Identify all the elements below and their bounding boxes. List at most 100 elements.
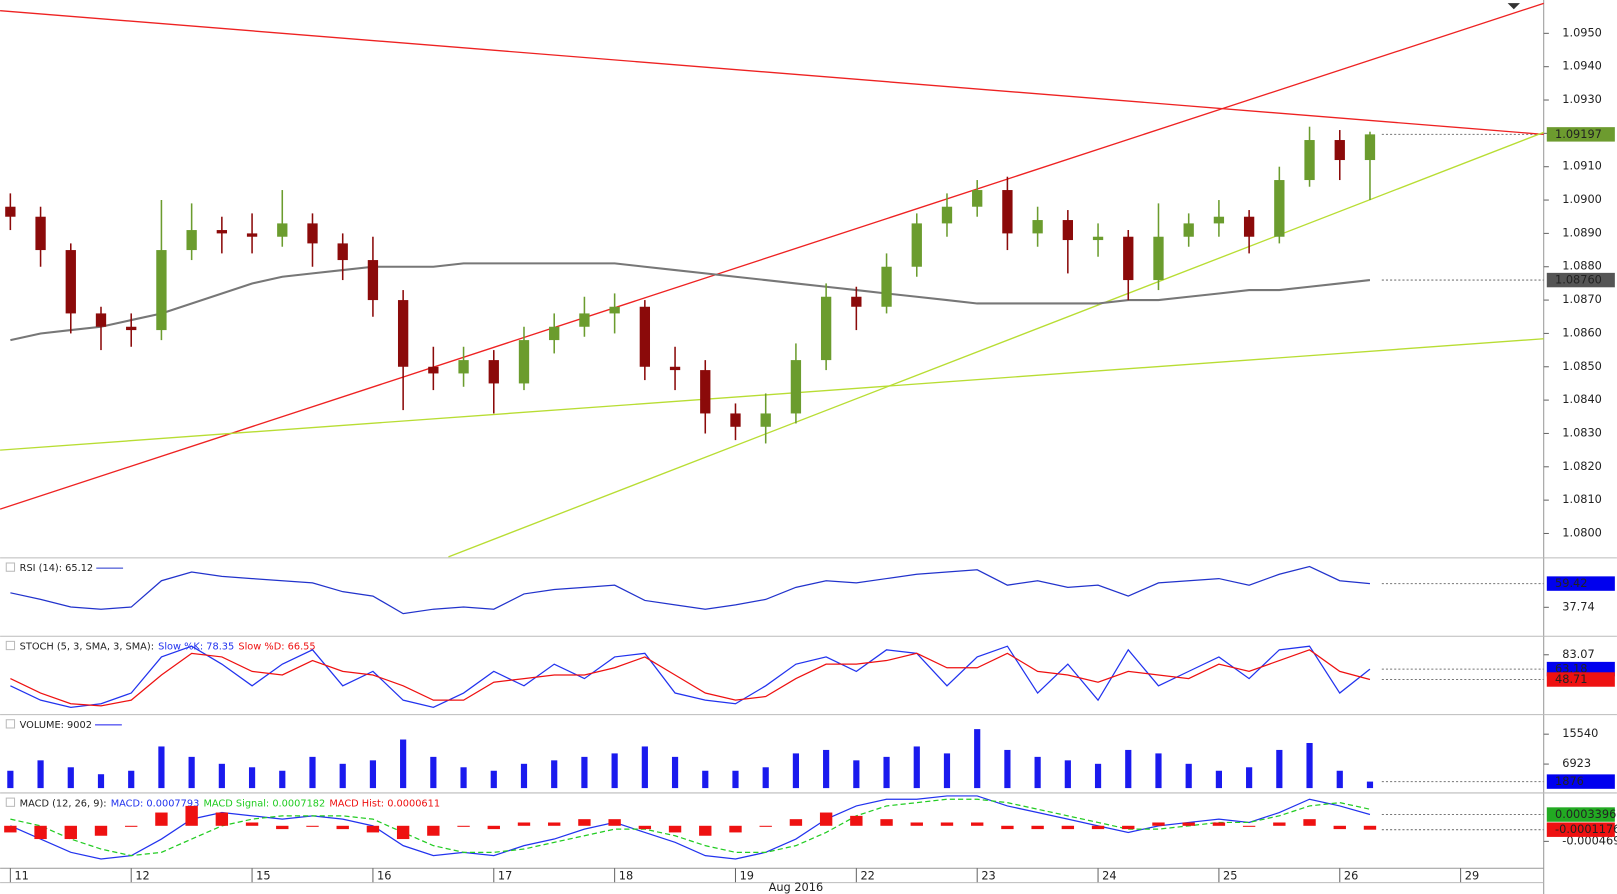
indicator-line [10, 645, 1371, 709]
legend-entry: MACD: 0.0007793 [111, 798, 200, 809]
histogram-bar [608, 819, 621, 826]
x-tick-label: 16 [377, 868, 391, 882]
histogram-bar [1273, 822, 1286, 826]
y-tick-label: 6923 [1562, 756, 1591, 770]
volume-bar [702, 770, 709, 789]
candle-body [1304, 140, 1315, 181]
x-tick-label: 18 [619, 868, 633, 882]
histogram-bar [64, 825, 77, 840]
candle-body [1032, 220, 1043, 234]
volume-bar [128, 770, 135, 789]
volume-bar [460, 767, 467, 789]
volume-bar [430, 756, 437, 789]
histogram-bar [276, 825, 289, 830]
volume-bar [883, 756, 890, 789]
histogram-bar [185, 805, 198, 826]
x-tick-label: 24 [1102, 868, 1116, 882]
volume-bar [1246, 767, 1253, 789]
price-label-box [1546, 807, 1615, 822]
histogram-bar [880, 819, 893, 826]
y-tick-label: 1.0900 [1562, 192, 1602, 206]
panel-header: VOLUME: 9002 [20, 720, 92, 731]
candle-body [1243, 216, 1255, 237]
candle-body [458, 360, 469, 374]
histogram-bar [789, 819, 803, 826]
candle-body [307, 223, 318, 244]
panel-icon [5, 719, 16, 729]
candle-body [1062, 220, 1073, 241]
volume-bar [1155, 753, 1162, 789]
histogram-bar [396, 825, 410, 840]
candle-body [911, 223, 922, 267]
candle-body [639, 306, 651, 367]
candle-body [1002, 190, 1013, 234]
histogram-bar [699, 825, 712, 836]
y-tick-label: 15540 [1562, 726, 1598, 740]
price-label-box [1546, 127, 1615, 142]
trend-line [0, 10, 1544, 136]
candle-body [790, 360, 802, 414]
volume-bar [158, 746, 165, 789]
panel-icon [5, 797, 16, 807]
histogram-bar [125, 825, 138, 827]
menu-arrow[interactable] [1507, 3, 1520, 10]
candle-body [669, 366, 681, 371]
y-tick-label: 37.74 [1562, 599, 1594, 613]
candle-body [35, 216, 46, 251]
volume-bar [1125, 749, 1132, 789]
candle-body [156, 250, 167, 331]
candle-body [5, 206, 16, 217]
volume-bar [762, 767, 769, 789]
candle-body [549, 326, 560, 341]
y-tick-label: 1.0860 [1562, 325, 1602, 339]
candle-body [1213, 216, 1225, 224]
legend-entry: Slow %D: 66.55 [238, 642, 315, 653]
volume-bar [913, 746, 920, 789]
candle-body [1183, 223, 1194, 237]
price-label-box [1546, 576, 1615, 591]
y-tick-label: 1.0850 [1562, 359, 1602, 373]
indicator-line [10, 798, 1371, 857]
volume-bar [1185, 763, 1192, 789]
volume-bar [1004, 749, 1011, 789]
histogram-bar [1122, 825, 1135, 830]
candle-body [760, 413, 771, 427]
volume-bar [218, 763, 225, 789]
histogram-bar [34, 825, 47, 840]
indicator-line [10, 565, 1371, 615]
x-tick-label: 25 [1223, 868, 1237, 882]
histogram-bar [1363, 825, 1377, 830]
histogram-bar [155, 812, 168, 826]
candle-body [428, 366, 439, 374]
candle-body [1123, 236, 1134, 281]
histogram-bar [487, 825, 500, 830]
price-label-box [1546, 272, 1615, 288]
panel-icon [5, 640, 16, 651]
candle-body [730, 413, 741, 427]
histogram-bar [1182, 822, 1195, 826]
volume-bar [823, 749, 830, 789]
x-tick-label: 26 [1344, 868, 1358, 882]
candle-body [95, 313, 107, 327]
volume-bar [67, 767, 74, 789]
histogram-bar [4, 825, 17, 833]
histogram-bar [427, 825, 440, 836]
panel-title: STOCH (5, 3, SMA, 3, SMA): [20, 642, 154, 653]
indicator-line [10, 795, 1371, 860]
candle-body [397, 300, 409, 367]
histogram-bar [1001, 825, 1014, 830]
histogram-bar [306, 825, 319, 827]
price-label: 48.71 [1555, 672, 1587, 686]
price-label: 63.18 [1555, 662, 1587, 676]
candle-body [126, 326, 137, 331]
histogram-bar [1333, 825, 1346, 830]
y-tick-label: 1.0880 [1562, 259, 1602, 273]
candle-body [488, 360, 499, 384]
histogram-bar [819, 812, 833, 826]
price-label: 0.0003396 [1555, 807, 1616, 821]
volume-bar [188, 756, 195, 789]
histogram-bar [668, 825, 682, 833]
volume-bar [400, 739, 407, 789]
trend-line [448, 131, 1544, 558]
